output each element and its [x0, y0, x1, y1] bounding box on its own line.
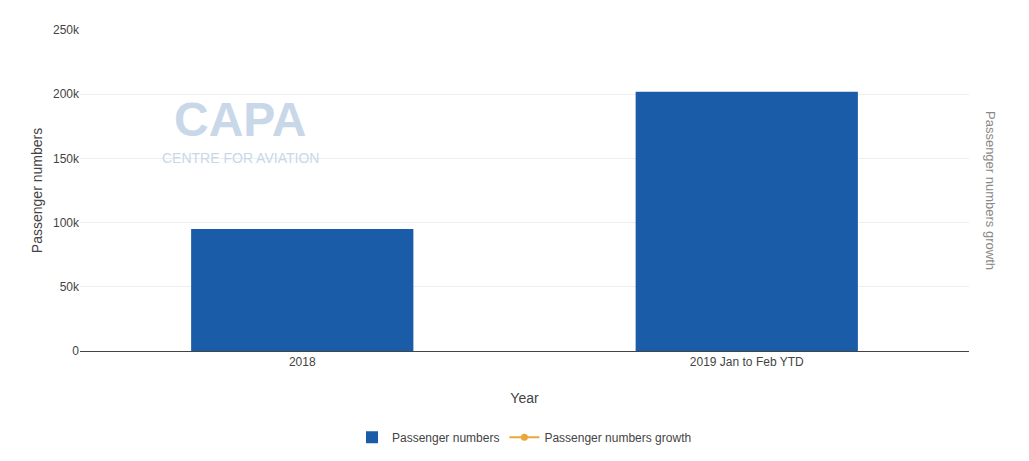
svg-text:150k: 150k — [53, 152, 80, 166]
svg-text:Passenger numbers: Passenger numbers — [29, 128, 45, 253]
svg-text:Passenger numbers: Passenger numbers — [392, 431, 499, 445]
svg-text:Passenger numbers growth: Passenger numbers growth — [983, 111, 998, 270]
svg-text:0: 0 — [72, 344, 79, 358]
svg-text:2018: 2018 — [289, 355, 316, 369]
svg-text:Year: Year — [510, 390, 539, 406]
svg-text:100k: 100k — [53, 216, 80, 230]
svg-text:Passenger numbers growth: Passenger numbers growth — [544, 431, 691, 445]
svg-text:200k: 200k — [53, 87, 80, 101]
svg-text:50k: 50k — [60, 280, 80, 294]
svg-text:250k: 250k — [53, 23, 80, 37]
svg-text:CAPA: CAPA — [174, 93, 306, 146]
svg-text:2019 Jan to Feb YTD: 2019 Jan to Feb YTD — [690, 355, 804, 369]
svg-text:CENTRE FOR AVIATION: CENTRE FOR AVIATION — [162, 150, 319, 166]
